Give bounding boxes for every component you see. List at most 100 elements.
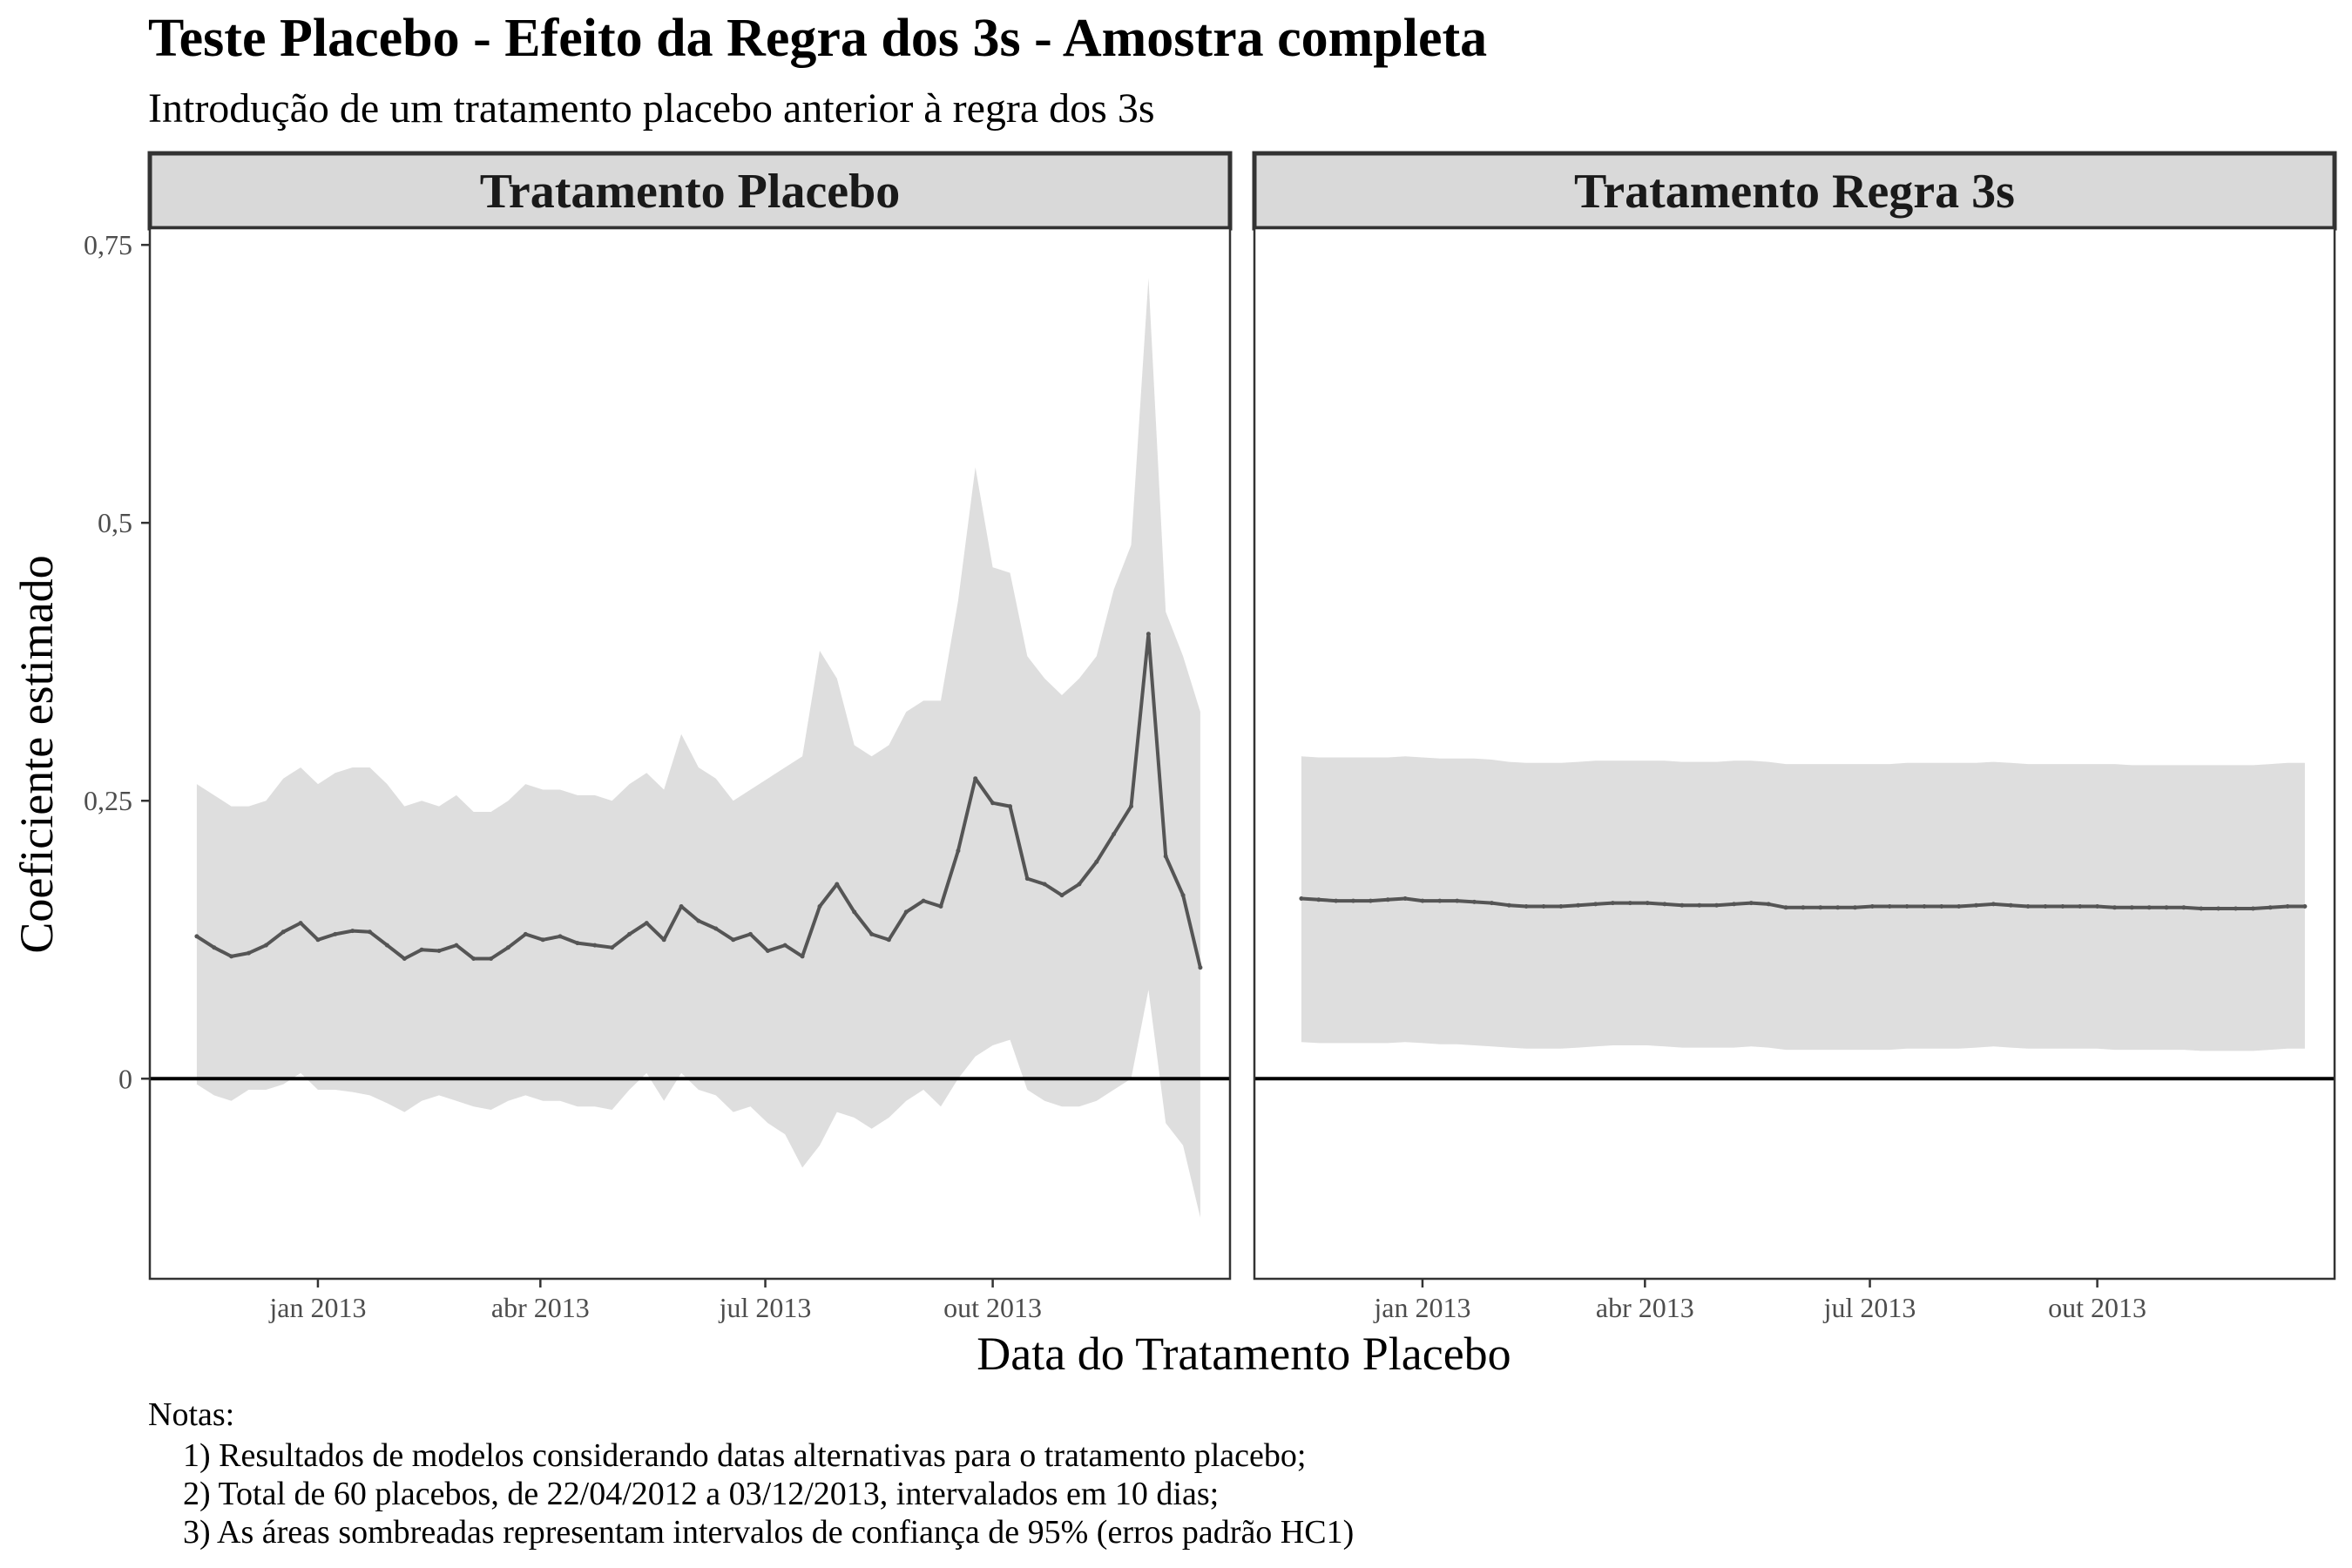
estimate-point	[2025, 904, 2031, 909]
panel-1: Tratamento Placebo jan 2013 abr 2013 jul 20…	[147, 151, 1233, 1323]
estimate-point	[1402, 896, 1408, 901]
estimate-point	[558, 934, 563, 939]
estimate-point	[2181, 905, 2186, 910]
estimate-point	[1385, 897, 1390, 902]
estimate-point	[1437, 898, 1443, 903]
estimate-point	[1610, 901, 1615, 906]
estimate-point	[1008, 804, 1012, 809]
estimate-point	[1077, 882, 1082, 887]
estimate-point	[1939, 904, 1944, 909]
estimate-point	[298, 921, 303, 926]
estimate-point	[1766, 902, 1771, 907]
estimate-point	[800, 954, 805, 959]
chart-title: Teste Placebo - Efeito da Regra dos 3s -…	[148, 9, 1487, 68]
estimate-point	[1732, 902, 1736, 907]
panel-border	[148, 226, 1232, 1281]
note-line-3: 3) As áreas sombreadas representam inter…	[183, 1514, 1354, 1551]
estimate-point	[1129, 804, 1133, 809]
estimate-point	[1024, 876, 1030, 882]
estimate-point	[1558, 904, 1564, 909]
estimate-point	[921, 898, 926, 903]
estimate-point	[592, 943, 598, 948]
x-tick-label: out 2013	[2048, 1292, 2146, 1323]
note-line-1: 1) Resultados de modelos considerando da…	[183, 1437, 1306, 1474]
estimate-point	[1368, 898, 1373, 903]
estimate-point	[973, 776, 978, 781]
estimate-point	[247, 950, 251, 956]
facet-strip-label: Tratamento Regra 3s	[1574, 165, 2015, 219]
estimate-point	[869, 931, 875, 936]
estimate-point	[1042, 882, 1047, 887]
estimate-point	[1299, 896, 1304, 901]
estimate-point	[990, 801, 996, 806]
y-axis: 0 0,25 0,5 0,75	[84, 229, 150, 1094]
estimate-point	[2164, 905, 2169, 910]
estimate-point	[2078, 904, 2083, 909]
estimate-point	[903, 909, 909, 915]
estimate-point	[1748, 901, 1754, 906]
estimate-point	[1506, 902, 1511, 908]
panel-background	[1254, 228, 2335, 1279]
facet-strip-label: Tratamento Placebo	[480, 165, 901, 219]
estimate-point	[1853, 905, 1857, 910]
estimate-point	[1059, 893, 1064, 898]
estimate-point	[2285, 904, 2290, 909]
estimate-point	[350, 929, 355, 934]
estimate-point	[644, 921, 649, 926]
estimate-point	[2112, 905, 2117, 910]
facet-strip	[147, 151, 1233, 231]
estimate-point	[1714, 902, 1720, 908]
estimate-point	[1593, 902, 1598, 907]
estimate-point	[1869, 904, 1875, 909]
estimate-point	[315, 937, 321, 943]
estimate-point	[1957, 904, 1962, 909]
estimate-point	[1680, 902, 1685, 908]
estimate-point	[523, 931, 528, 936]
estimate-point	[333, 931, 338, 936]
estimate-point	[713, 926, 719, 931]
estimate-point	[835, 882, 840, 887]
facet-panels: Tratamento Placebo jan 2013 abr 2013 jul 20…	[147, 151, 2337, 1323]
x-tick-label: out 2013	[943, 1292, 1042, 1323]
x-tick-label: jan 2013	[1373, 1292, 1470, 1323]
notes-header: Notas:	[148, 1396, 234, 1433]
estimate-point	[765, 949, 770, 953]
estimate-point	[229, 954, 234, 959]
estimate-point	[489, 956, 494, 961]
y-tick-label: 0,75	[84, 229, 132, 260]
estimate-point	[212, 945, 217, 950]
confidence-ribbon	[196, 278, 1200, 1218]
estimate-point	[886, 937, 891, 943]
estimate-point	[1334, 898, 1339, 903]
estimate-point	[402, 956, 407, 961]
estimate-point	[938, 904, 943, 909]
estimate-point	[1697, 902, 1702, 908]
x-axis-title: Data do Tratamento Placebo	[977, 1328, 1511, 1380]
estimate-point	[1351, 898, 1355, 903]
estimate-point	[2302, 904, 2308, 909]
y-tick-label: 0	[118, 1063, 132, 1094]
estimate-point	[505, 945, 510, 950]
estimate-point	[1783, 905, 1788, 910]
chart-subtitle: Introdução de um tratamento placebo ante…	[148, 85, 1155, 132]
estimate-point	[2250, 906, 2255, 911]
estimate-point	[956, 848, 961, 854]
note-line-2: 2) Total de 60 placebos, de 22/04/2012 a…	[183, 1476, 1219, 1512]
estimate-point	[1472, 899, 1477, 904]
estimate-point	[2043, 904, 2048, 909]
estimate-point	[1645, 901, 1650, 906]
y-axis-title: Coeficiente estimado	[10, 555, 63, 953]
estimate-point	[610, 945, 615, 950]
panel-border	[1253, 226, 2336, 1281]
x-tick-label: jul 2013	[719, 1292, 812, 1323]
estimate-point	[1887, 904, 1892, 909]
estimate-point	[1316, 897, 1321, 902]
estimate-point	[1922, 904, 1927, 909]
estimate-point	[1094, 859, 1099, 864]
estimate-point	[1835, 905, 1841, 910]
estimate-point	[368, 929, 372, 935]
estimate-point	[2268, 905, 2273, 910]
estimate-point	[2234, 906, 2238, 911]
estimate-point	[2199, 906, 2204, 911]
